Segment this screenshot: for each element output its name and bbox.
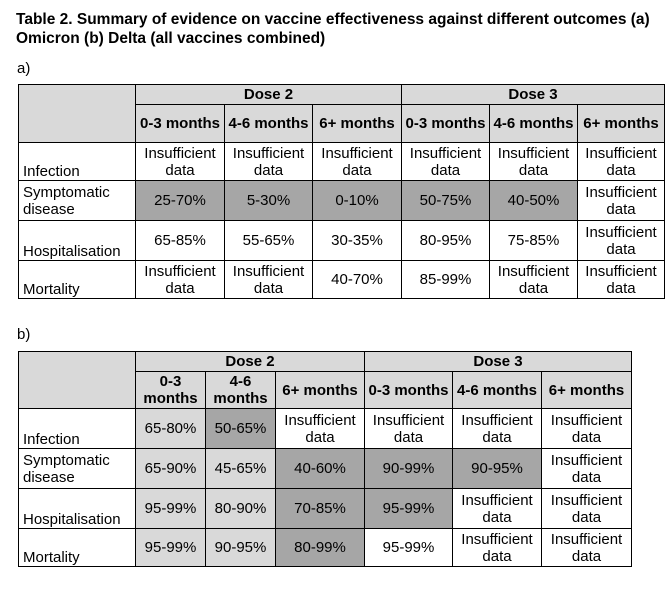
- data-cell: 40-60%: [275, 448, 365, 489]
- table-row: Mortality 95-99% 90-95% 80-99% 95-99% In…: [18, 528, 632, 567]
- data-cell: 45-65%: [205, 448, 276, 489]
- row-label: Mortality: [18, 260, 136, 299]
- data-cell: Insufficient data: [135, 142, 225, 181]
- row-label: Hospitalisation: [18, 488, 136, 529]
- group-header: Dose 3: [401, 84, 665, 105]
- data-cell: 80-95%: [401, 220, 490, 261]
- data-cell: 95-99%: [364, 528, 453, 567]
- data-cell: 95-99%: [364, 488, 453, 529]
- row-label: Symptomatic disease: [18, 448, 136, 489]
- table-row: Hospitalisation 65-85% 55-65% 30-35% 80-…: [18, 220, 665, 261]
- data-cell: Insufficient data: [577, 220, 665, 261]
- data-cell: 95-99%: [135, 528, 206, 567]
- data-cell: Insufficient data: [275, 408, 365, 449]
- col-header: 6+ months: [312, 104, 402, 143]
- data-cell: 90-95%: [452, 448, 542, 489]
- col-header: 6+ months: [577, 104, 665, 143]
- data-cell: Insufficient data: [541, 448, 632, 489]
- data-cell: 80-90%: [205, 488, 276, 529]
- table-row: Infection Insufficient data Insufficient…: [18, 142, 665, 181]
- table-row: Hospitalisation 95-99% 80-90% 70-85% 95-…: [18, 488, 632, 529]
- data-cell: 90-95%: [205, 528, 276, 567]
- data-cell: Insufficient data: [577, 260, 665, 299]
- group-header: Dose 2: [135, 351, 365, 372]
- data-cell: Insufficient data: [452, 408, 542, 449]
- row-label: Infection: [18, 142, 136, 181]
- data-cell: 85-99%: [401, 260, 490, 299]
- data-cell: Insufficient data: [489, 142, 578, 181]
- corner-header: [18, 351, 136, 409]
- data-cell: 95-99%: [135, 488, 206, 529]
- data-cell: Insufficient data: [364, 408, 453, 449]
- corner-header: [18, 84, 136, 143]
- data-cell: Insufficient data: [577, 180, 665, 221]
- data-cell: Insufficient data: [224, 142, 313, 181]
- row-label: Symptomatic disease: [18, 180, 136, 221]
- row-label: Mortality: [18, 528, 136, 567]
- col-header: 4-6 months: [224, 104, 313, 143]
- data-cell: 40-70%: [312, 260, 402, 299]
- col-header: 0-3 months: [135, 104, 225, 143]
- table-row: Symptomatic disease 65-90% 45-65% 40-60%…: [18, 448, 632, 489]
- data-cell: 65-80%: [135, 408, 206, 449]
- data-cell: 5-30%: [224, 180, 313, 221]
- data-cell: 55-65%: [224, 220, 313, 261]
- group-header: Dose 3: [364, 351, 632, 372]
- table-delta: Dose 2 Dose 3 0-3 months 4-6 months 6+ m…: [18, 351, 632, 567]
- table-caption: Table 2. Summary of evidence on vaccine …: [16, 11, 650, 47]
- row-label: Infection: [18, 408, 136, 449]
- data-cell: Insufficient data: [452, 528, 542, 567]
- data-cell: Insufficient data: [541, 528, 632, 567]
- data-cell: 0-10%: [312, 180, 402, 221]
- data-cell: 90-99%: [364, 448, 453, 489]
- data-cell: 30-35%: [312, 220, 402, 261]
- group-header: Dose 2: [135, 84, 402, 105]
- col-header: 4-6 months: [489, 104, 578, 143]
- table-row: Symptomatic disease 25-70% 5-30% 0-10% 5…: [18, 180, 665, 221]
- data-cell: 65-90%: [135, 448, 206, 489]
- col-header: 4-6 months: [452, 371, 542, 409]
- data-cell: 75-85%: [489, 220, 578, 261]
- col-header: 0-3 months: [401, 104, 490, 143]
- data-cell: Insufficient data: [312, 142, 402, 181]
- data-cell: 50-65%: [205, 408, 276, 449]
- data-cell: Insufficient data: [489, 260, 578, 299]
- data-cell: Insufficient data: [401, 142, 490, 181]
- data-cell: Insufficient data: [452, 488, 542, 529]
- data-cell: 70-85%: [275, 488, 365, 529]
- col-header: 6+ months: [275, 371, 365, 409]
- col-header: 0-3 months: [135, 371, 206, 409]
- data-cell: 50-75%: [401, 180, 490, 221]
- table-omicron: Dose 2 Dose 3 0-3 months 4-6 months 6+ m…: [18, 84, 665, 299]
- data-cell: Insufficient data: [135, 260, 225, 299]
- col-header: 6+ months: [541, 371, 632, 409]
- col-header: 0-3 months: [364, 371, 453, 409]
- data-cell: 25-70%: [135, 180, 225, 221]
- data-cell: 80-99%: [275, 528, 365, 567]
- data-cell: Insufficient data: [224, 260, 313, 299]
- data-cell: Insufficient data: [577, 142, 665, 181]
- col-header: 4-6 months: [205, 371, 276, 409]
- data-cell: 65-85%: [135, 220, 225, 261]
- row-label: Hospitalisation: [18, 220, 136, 261]
- data-cell: Insufficient data: [541, 488, 632, 529]
- sublabel-b: b): [17, 326, 31, 343]
- table-row: Mortality Insufficient data Insufficient…: [18, 260, 665, 299]
- data-cell: 40-50%: [489, 180, 578, 221]
- table-row: Infection 65-80% 50-65% Insufficient dat…: [18, 408, 632, 449]
- sublabel-a: a): [17, 60, 31, 77]
- data-cell: Insufficient data: [541, 408, 632, 449]
